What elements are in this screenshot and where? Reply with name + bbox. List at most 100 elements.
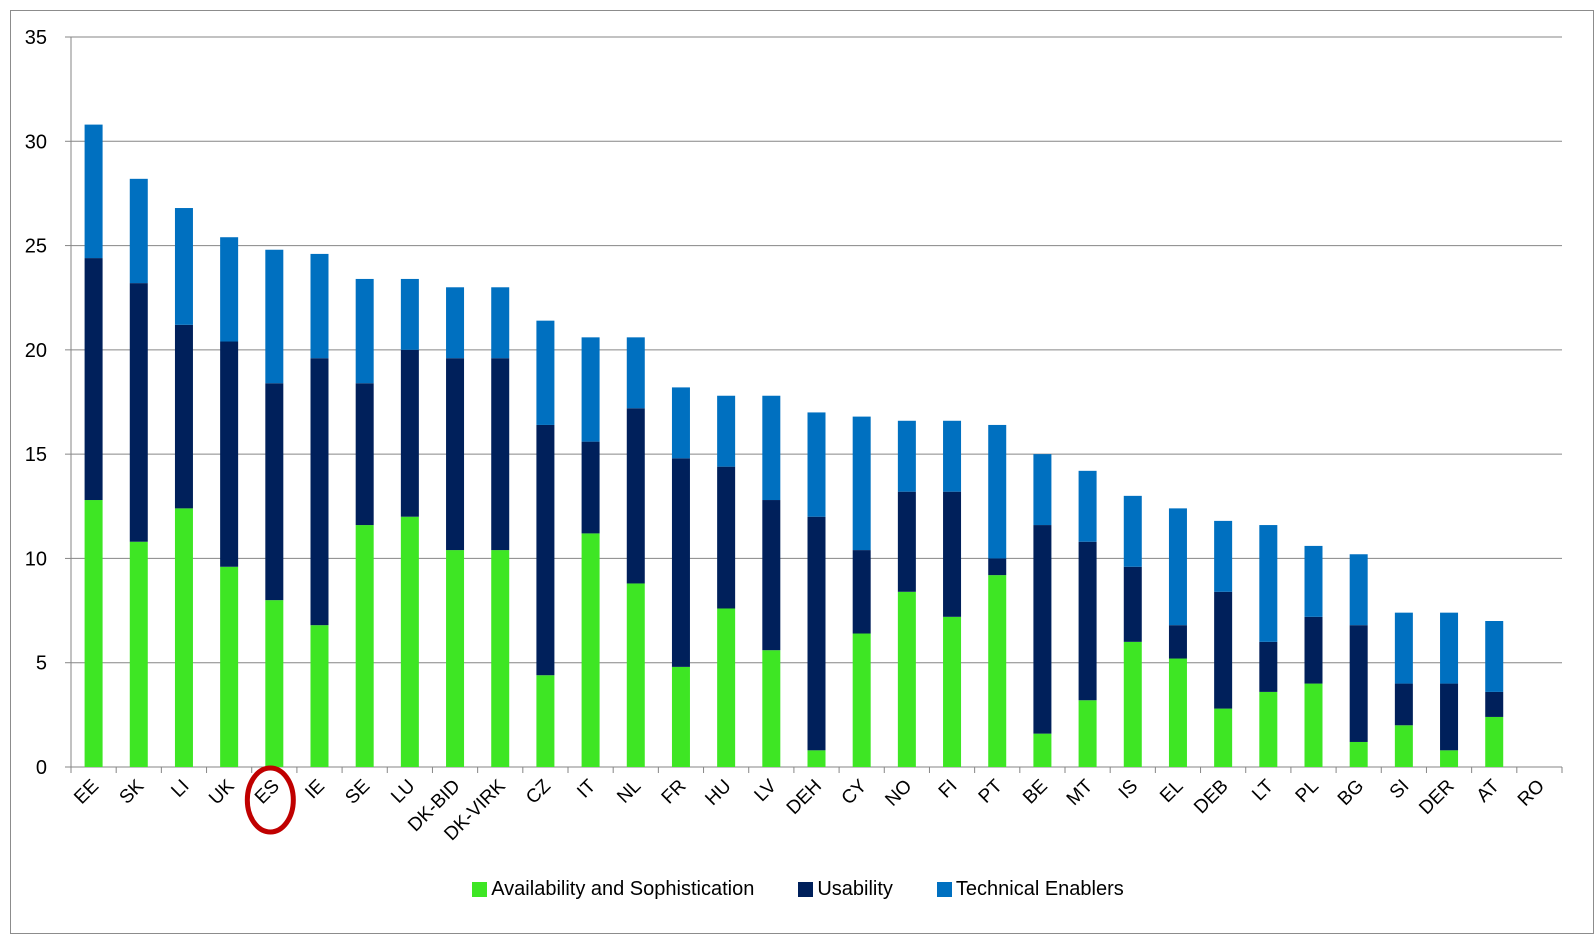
- x-tick-label-UK: UK: [205, 775, 239, 809]
- bar-UK-series-0: [220, 566, 239, 767]
- y-tick-label-15: 15: [25, 444, 47, 466]
- bar-BE-series-2: [1033, 454, 1052, 526]
- x-tick-label-LI: LI: [167, 776, 193, 802]
- bar-EL-series-0: [1168, 658, 1187, 767]
- y-tick-label-30: 30: [25, 131, 47, 153]
- x-tick-label-ES: ES: [251, 776, 284, 809]
- bar-CZ-series-2: [536, 320, 555, 425]
- bar-PT-series-0: [988, 575, 1007, 767]
- bar-SI-series-2: [1394, 612, 1413, 684]
- bar-HU-series-0: [717, 608, 736, 767]
- bar-CZ-series-1: [536, 424, 555, 676]
- bar-AT-series-0: [1485, 716, 1504, 767]
- bar-BG-series-0: [1349, 741, 1368, 767]
- x-tick-label-BG: BG: [1334, 776, 1368, 810]
- bar-SI-series-1: [1394, 683, 1413, 726]
- bar-DER-series-1: [1440, 683, 1459, 751]
- bar-DEH-series-1: [807, 516, 826, 751]
- bar-SE-series-0: [355, 525, 374, 767]
- bar-MT-series-0: [1078, 700, 1097, 767]
- bar-HU-series-2: [717, 395, 736, 467]
- bar-DK-BID-series-0: [446, 550, 465, 767]
- bar-LU-series-1: [400, 349, 419, 517]
- bar-EL-series-1: [1168, 625, 1187, 659]
- x-tick-label-SI: SI: [1386, 776, 1414, 804]
- bar-NO-series-1: [897, 491, 916, 592]
- bar-EE-series-0: [84, 500, 103, 767]
- x-tick-label-BE: BE: [1019, 776, 1052, 809]
- bar-IT-series-0: [581, 533, 600, 767]
- x-tick-label-MT: MT: [1063, 775, 1098, 810]
- x-tick-label-DEH: DEH: [783, 776, 826, 819]
- highlight-circle-ES: [244, 765, 296, 835]
- bar-EE-series-1: [84, 258, 103, 501]
- x-tick-label-IT: IT: [573, 775, 600, 802]
- bar-LI-series-1: [174, 324, 193, 509]
- bar-SE-series-2: [355, 278, 374, 384]
- bar-LI-series-2: [174, 208, 193, 325]
- y-tick-label-25: 25: [25, 236, 47, 258]
- bar-LU-series-0: [400, 516, 419, 767]
- bar-BG-series-1: [1349, 625, 1368, 742]
- bar-UK-series-2: [220, 237, 239, 342]
- bar-BG-series-2: [1349, 554, 1368, 626]
- bar-DEB-series-0: [1214, 708, 1233, 767]
- y-tick-label-5: 5: [36, 653, 47, 675]
- bar-FR-series-1: [671, 458, 690, 667]
- legend-label-usability: Usability: [817, 878, 893, 900]
- bar-ES-series-1: [265, 383, 284, 601]
- y-tick-label-35: 35: [25, 27, 47, 49]
- legend-item-technical-enablers: Technical Enablers: [936, 878, 1124, 901]
- legend-swatch-availability: [472, 882, 488, 897]
- bar-ES-series-2: [265, 249, 284, 384]
- bar-LV-series-1: [762, 500, 781, 651]
- legend-swatch-usability: [798, 882, 814, 897]
- bar-IE-series-0: [310, 625, 329, 767]
- bar-FI-series-0: [943, 616, 962, 767]
- bar-DK-VIRK-series-1: [491, 358, 510, 551]
- bar-FR-series-2: [671, 387, 690, 459]
- bar-PT-series-2: [988, 424, 1007, 559]
- x-tick-label-EE: EE: [70, 776, 103, 809]
- bar-FI-series-2: [943, 420, 962, 492]
- bar-ES-series-0: [265, 600, 284, 767]
- x-tick-label-PL: PL: [1292, 776, 1323, 807]
- legend-label-technical-enablers: Technical Enablers: [955, 878, 1124, 900]
- bar-SK-series-2: [129, 178, 148, 284]
- bar-DER-series-2: [1440, 612, 1459, 684]
- bar-LV-series-2: [762, 395, 781, 501]
- bar-PL-series-1: [1304, 616, 1323, 684]
- bar-DK-BID-series-2: [446, 287, 465, 359]
- x-tick-label-DEB: DEB: [1190, 776, 1232, 818]
- bar-CY-series-0: [852, 633, 871, 767]
- bar-LT-series-0: [1259, 691, 1278, 767]
- bar-IS-series-2: [1123, 495, 1142, 567]
- bar-DEH-series-2: [807, 412, 826, 517]
- x-tick-label-LV: LV: [751, 775, 782, 806]
- legend: Availability and Sophistication Usabilit…: [0, 878, 1596, 901]
- bar-LT-series-1: [1259, 641, 1278, 692]
- bar-SE-series-1: [355, 383, 374, 526]
- bar-DEB-series-2: [1214, 520, 1233, 592]
- bar-IE-series-1: [310, 358, 329, 626]
- bar-IE-series-2: [310, 253, 329, 359]
- bar-NL-series-2: [626, 337, 645, 409]
- bar-DK-VIRK-series-2: [491, 287, 510, 359]
- x-tick-label-NO: NO: [881, 776, 916, 811]
- bar-NL-series-0: [626, 583, 645, 767]
- y-tick-label-10: 10: [25, 548, 47, 570]
- x-tick-label-IS: IS: [1115, 776, 1143, 804]
- bar-IS-series-1: [1123, 566, 1142, 642]
- x-tick-label-LU: LU: [387, 776, 419, 808]
- bar-DK-VIRK-series-0: [491, 550, 510, 767]
- x-tick-label-SE: SE: [341, 776, 374, 809]
- x-tick-label-PT: PT: [975, 775, 1007, 807]
- bar-LI-series-0: [174, 508, 193, 767]
- bar-PL-series-0: [1304, 683, 1323, 767]
- y-tick-label-20: 20: [25, 340, 47, 362]
- bar-CZ-series-0: [536, 675, 555, 767]
- bar-SK-series-0: [129, 541, 148, 767]
- bar-LU-series-2: [400, 278, 419, 350]
- x-tick-label-EL: EL: [1156, 776, 1187, 807]
